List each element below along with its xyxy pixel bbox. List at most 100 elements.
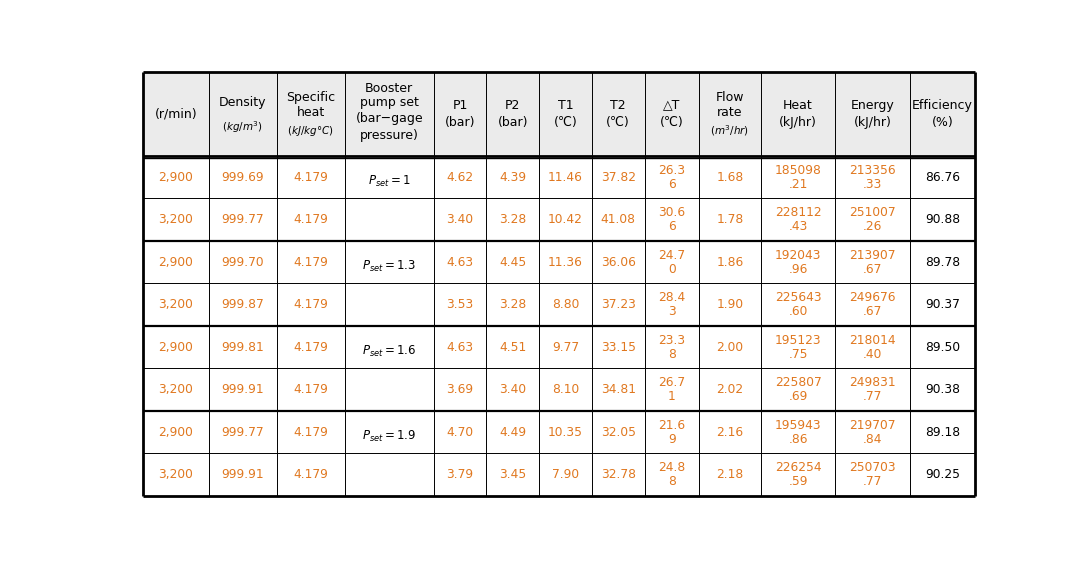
Text: 4.179: 4.179 — [293, 426, 328, 439]
Text: 1.90: 1.90 — [717, 298, 743, 311]
Text: (℃): (℃) — [553, 116, 577, 129]
Text: 3.40: 3.40 — [500, 383, 526, 396]
Text: 2,900: 2,900 — [158, 426, 193, 439]
Text: 999.81: 999.81 — [221, 341, 264, 353]
Text: 3,200: 3,200 — [158, 383, 193, 396]
Text: $P_{set}=1$: $P_{set}=1$ — [368, 174, 410, 189]
Text: 4.70: 4.70 — [446, 426, 473, 439]
Text: pump set: pump set — [360, 96, 419, 109]
Text: 8.10: 8.10 — [552, 383, 579, 396]
Text: $P_{set}=1.3$: $P_{set}=1.3$ — [362, 259, 417, 274]
Text: 36.06: 36.06 — [601, 256, 636, 269]
Text: (℃): (℃) — [660, 116, 684, 129]
Text: 2,900: 2,900 — [158, 171, 193, 183]
Text: pressure): pressure) — [360, 129, 419, 142]
Text: 37.82: 37.82 — [601, 171, 636, 183]
Text: (℃): (℃) — [607, 116, 630, 129]
Text: 32.78: 32.78 — [601, 468, 636, 481]
Text: 225807
.69: 225807 .69 — [775, 376, 822, 403]
Text: 2.00: 2.00 — [717, 341, 743, 353]
Text: 185098
.21: 185098 .21 — [775, 164, 822, 191]
Text: 4.179: 4.179 — [293, 213, 328, 226]
Text: T2: T2 — [610, 99, 626, 112]
Text: 28.4
3: 28.4 3 — [658, 291, 685, 318]
Bar — [143, 156, 975, 496]
Text: 26.7
1: 26.7 1 — [658, 376, 685, 403]
Text: (%): (%) — [932, 116, 954, 129]
Text: 192043
.96: 192043 .96 — [775, 249, 822, 275]
Text: 24.8
8: 24.8 8 — [658, 461, 685, 488]
Text: T1: T1 — [558, 99, 573, 112]
Text: 219707
.84: 219707 .84 — [849, 419, 896, 445]
Text: 213907
.67: 213907 .67 — [849, 249, 896, 275]
Text: 1.68: 1.68 — [717, 171, 744, 183]
Text: $(kg/m^3)$: $(kg/m^3)$ — [223, 119, 263, 135]
Text: Flow: Flow — [716, 91, 744, 104]
Text: 4.179: 4.179 — [293, 171, 328, 183]
Text: 4.39: 4.39 — [500, 171, 526, 183]
Text: 3.79: 3.79 — [446, 468, 473, 481]
Text: 86.76: 86.76 — [925, 171, 960, 183]
Text: (kJ/hr): (kJ/hr) — [779, 116, 817, 129]
Text: Booster: Booster — [365, 82, 413, 95]
Text: $(kJ/kg\mathregular{°C})$: $(kJ/kg\mathregular{°C})$ — [287, 124, 334, 138]
Text: (kJ/hr): (kJ/hr) — [853, 116, 891, 129]
Text: 90.88: 90.88 — [925, 213, 960, 226]
Text: 4.179: 4.179 — [293, 341, 328, 353]
Text: $(m^3/hr)$: $(m^3/hr)$ — [710, 123, 750, 139]
Text: 999.77: 999.77 — [221, 213, 264, 226]
Text: 4.62: 4.62 — [446, 171, 473, 183]
Text: P1: P1 — [453, 99, 468, 112]
Text: heat: heat — [297, 106, 325, 119]
Text: 3.53: 3.53 — [446, 298, 473, 311]
Text: 226254
.59: 226254 .59 — [775, 461, 822, 488]
Text: 3.40: 3.40 — [446, 213, 473, 226]
Text: $P_{set}=1.6$: $P_{set}=1.6$ — [362, 344, 417, 359]
Text: (r/min): (r/min) — [155, 107, 197, 120]
Text: 3,200: 3,200 — [158, 298, 193, 311]
Text: △T: △T — [663, 99, 681, 112]
Text: 8.80: 8.80 — [552, 298, 579, 311]
Text: 4.45: 4.45 — [500, 256, 527, 269]
Text: 89.18: 89.18 — [925, 426, 960, 439]
Text: Specific: Specific — [286, 91, 335, 104]
Text: 218014
.40: 218014 .40 — [849, 334, 896, 361]
Text: (bar): (bar) — [497, 116, 528, 129]
Text: Energy: Energy — [851, 99, 895, 112]
Text: 225643
.60: 225643 .60 — [775, 291, 822, 318]
Text: 24.7
0: 24.7 0 — [658, 249, 685, 275]
Text: 4.63: 4.63 — [446, 341, 473, 353]
Text: 90.37: 90.37 — [925, 298, 960, 311]
Text: 3.45: 3.45 — [500, 468, 527, 481]
Text: 3,200: 3,200 — [158, 468, 193, 481]
Text: 213356
.33: 213356 .33 — [849, 164, 896, 191]
Text: 4.49: 4.49 — [500, 426, 526, 439]
Text: 37.23: 37.23 — [601, 298, 636, 311]
Text: (bar): (bar) — [445, 116, 476, 129]
Bar — [143, 72, 975, 156]
Text: 89.50: 89.50 — [925, 341, 960, 353]
Text: 11.36: 11.36 — [548, 256, 583, 269]
Text: 3,200: 3,200 — [158, 213, 193, 226]
Text: 4.63: 4.63 — [446, 256, 473, 269]
Text: 4.179: 4.179 — [293, 468, 328, 481]
Text: 33.15: 33.15 — [601, 341, 636, 353]
Text: rate: rate — [717, 106, 743, 119]
Text: 999.70: 999.70 — [221, 256, 264, 269]
Text: Efficiency: Efficiency — [912, 99, 973, 112]
Text: 23.3
8: 23.3 8 — [658, 334, 685, 361]
Text: 26.3
6: 26.3 6 — [658, 164, 685, 191]
Text: 2.16: 2.16 — [717, 426, 743, 439]
Text: 250703
.77: 250703 .77 — [849, 461, 896, 488]
Text: 3.69: 3.69 — [446, 383, 473, 396]
Text: 195123
.75: 195123 .75 — [775, 334, 822, 361]
Text: 4.179: 4.179 — [293, 383, 328, 396]
Text: (bar−gage: (bar−gage — [356, 112, 423, 125]
Text: 21.6
9: 21.6 9 — [658, 419, 685, 445]
Text: 30.6
6: 30.6 6 — [658, 206, 685, 233]
Text: 3.28: 3.28 — [500, 213, 527, 226]
Text: 34.81: 34.81 — [601, 383, 636, 396]
Text: 2.02: 2.02 — [717, 383, 743, 396]
Text: 999.69: 999.69 — [221, 171, 264, 183]
Text: 249676
.67: 249676 .67 — [849, 291, 896, 318]
